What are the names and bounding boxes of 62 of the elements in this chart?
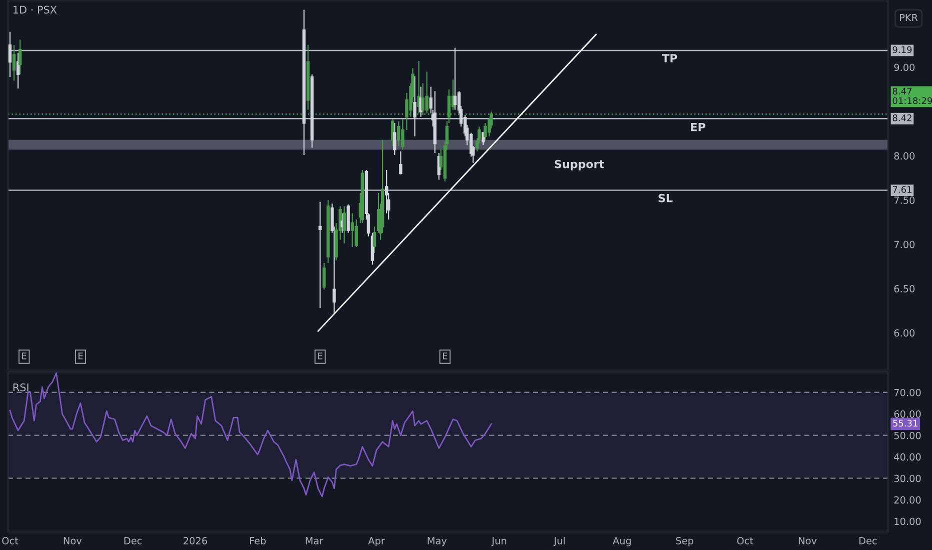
x-tick-label: Aug xyxy=(612,537,631,546)
ref-line-label: 8.47 01:18:29 xyxy=(892,88,932,104)
x-tick-label: Sep xyxy=(676,537,694,546)
y-tick-label: 7.50 xyxy=(894,196,915,204)
candlestick xyxy=(425,71,428,114)
y-tick-label: 50.00 xyxy=(894,432,921,440)
candlestick xyxy=(453,47,457,110)
x-tick-label: Apr xyxy=(368,537,385,546)
annotation: SL xyxy=(658,194,673,202)
y-tick-label: 70.00 xyxy=(894,388,921,396)
x-tick-label: May xyxy=(428,537,447,546)
y-tick-label: 10.00 xyxy=(894,518,921,526)
candlestick xyxy=(372,226,376,254)
annotation: E xyxy=(22,352,26,360)
line-series xyxy=(9,372,492,498)
x-tick-label: Jun xyxy=(491,537,506,546)
x-tick-label: Oct xyxy=(737,537,754,544)
x-tick-label: Jul xyxy=(553,536,565,546)
x-tick-label: Feb xyxy=(250,536,266,544)
y-tick-label: 7.00 xyxy=(894,240,915,248)
annotation: TP xyxy=(662,54,678,62)
chart-title: 1D · PSX xyxy=(14,6,57,14)
ref-line-label: 9.19 xyxy=(892,46,912,54)
annotation: E xyxy=(78,352,83,360)
annotation: E xyxy=(318,352,322,360)
annotation: EP xyxy=(691,122,706,132)
candlestick xyxy=(482,131,485,146)
candlestick xyxy=(346,204,350,234)
y-tick-label: 8.00 xyxy=(894,152,915,160)
candlestick xyxy=(399,150,402,175)
x-tick-label: Nov xyxy=(64,537,82,544)
candlestick xyxy=(18,39,22,75)
candlestick xyxy=(350,212,354,248)
candlestick xyxy=(8,31,12,78)
x-tick-label: Dec xyxy=(124,537,142,544)
candlestick xyxy=(393,122,396,156)
ref-line-label: 8.42 xyxy=(892,114,912,122)
annotation: E xyxy=(443,352,448,360)
candlestick xyxy=(413,76,416,137)
text: PKR xyxy=(900,14,918,22)
candlestick xyxy=(397,120,400,147)
text: RSI xyxy=(13,383,28,392)
candlestick xyxy=(354,218,358,248)
x-tick-label: Nov xyxy=(798,537,817,544)
y-tick-label: 30.00 xyxy=(894,474,921,482)
annotation: Support xyxy=(554,160,604,170)
x-tick-label: Mar xyxy=(306,537,324,544)
text: 55.31 xyxy=(893,420,918,427)
ref-line-label: 7.61 xyxy=(892,186,912,193)
y-tick-label: 20.00 xyxy=(894,496,921,504)
candlestick xyxy=(318,201,322,309)
candlestick xyxy=(342,206,346,244)
y-tick-label: 60.00 xyxy=(894,410,921,418)
y-tick-label: 40.00 xyxy=(894,453,921,461)
y-tick-label: 6.50 xyxy=(894,285,915,292)
y-tick-label: 6.00 xyxy=(894,329,915,337)
x-tick-label: Oct xyxy=(2,537,18,544)
x-tick-label: Dec xyxy=(859,537,877,544)
y-tick-label: 9.00 xyxy=(894,64,915,72)
x-tick-label: 2026 xyxy=(184,537,208,544)
candlestick xyxy=(322,262,326,290)
candlestick xyxy=(12,44,16,82)
